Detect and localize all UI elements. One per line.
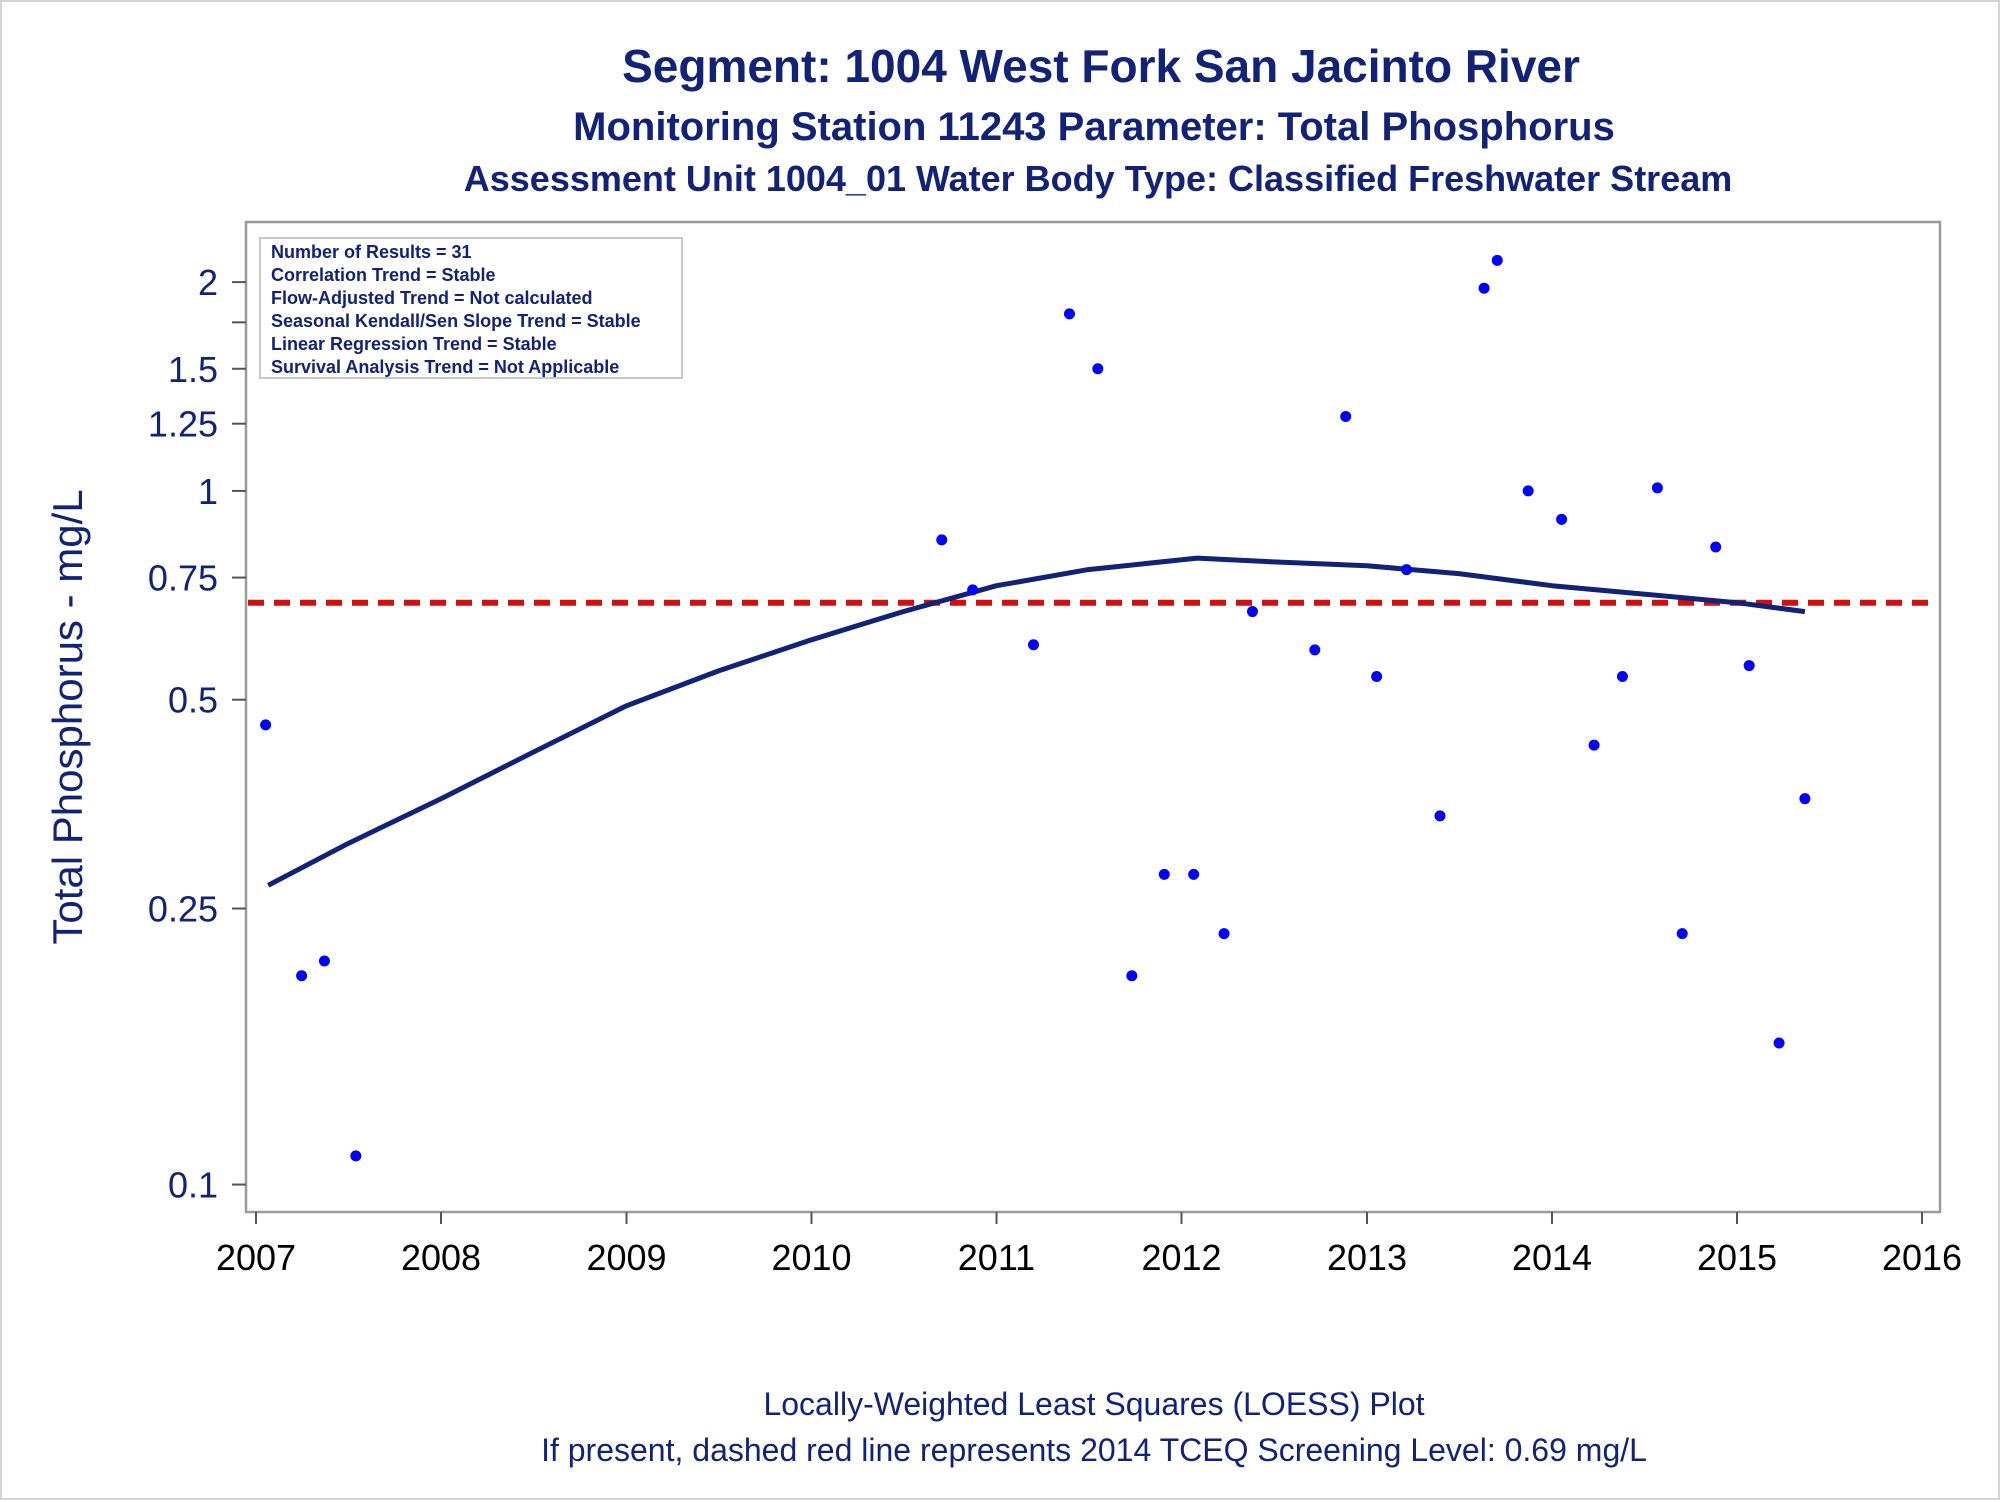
data-point: [1478, 282, 1490, 294]
data-point: [1651, 482, 1663, 494]
y-tick-label: 2: [198, 262, 218, 303]
y-axis: 0.1 0.25 0.5 0.75 1 1.25 1.5 2: [148, 262, 246, 1206]
y-tick-label: 0.1: [168, 1165, 218, 1206]
stats-box: Number of Results = 31 Correlation Trend…: [259, 237, 683, 379]
data-point: [1158, 868, 1170, 880]
stats-line: Flow-Adjusted Trend = Not calculated: [271, 288, 593, 308]
data-point: [1371, 671, 1383, 683]
x-axis: 2007 2008 2009 2010 2011 2012 2013 2014 2015 2016: [216, 1212, 1962, 1278]
footer-line-1: Locally-Weighted Least Squares (LOESS) P…: [763, 1386, 1424, 1422]
data-point: [1063, 308, 1075, 320]
stats-line: Number of Results = 31: [271, 242, 472, 262]
data-point: [260, 719, 272, 731]
data-point: [1743, 660, 1755, 672]
data-point: [1588, 739, 1600, 751]
data-point: [350, 1150, 362, 1162]
y-tick-label: 1.5: [168, 349, 218, 390]
data-point: [1309, 644, 1321, 656]
footer-line-2: If present, dashed red line represents 2…: [541, 1432, 1647, 1468]
y-tick-label: 0.75: [148, 558, 218, 599]
stats-line: Survival Analysis Trend = Not Applicable: [271, 357, 619, 377]
y-tick-label: 0.25: [148, 889, 218, 930]
data-point: [1616, 671, 1628, 683]
stats-box-border: [259, 237, 683, 379]
x-tick-label: 2007: [216, 1237, 296, 1278]
data-point: [1340, 411, 1352, 423]
x-tick-label: 2009: [586, 1237, 666, 1278]
data-point: [1028, 639, 1040, 651]
x-tick-label: 2011: [958, 1237, 1035, 1278]
data-point: [1556, 513, 1568, 525]
stats-line: Seasonal Kendall/Sen Slope Trend = Stabl…: [271, 311, 641, 331]
data-point: [1710, 541, 1722, 553]
y-axis-label: Total Phosphorus - mg/L: [44, 489, 91, 944]
x-tick-label: 2013: [1327, 1237, 1407, 1278]
chart-subtitle: Monitoring Station 11243 Parameter: Tota…: [573, 105, 1615, 149]
stats-line: Linear Regression Trend = Stable: [271, 334, 557, 354]
data-point: [1676, 928, 1688, 940]
x-tick-label: 2016: [1882, 1237, 1962, 1278]
chart-subtitle-2: Assessment Unit 1004_01 Water Body Type:…: [464, 158, 1733, 199]
stats-line: Correlation Trend = Stable: [271, 265, 496, 285]
data-point: [1126, 970, 1138, 982]
y-tick-label: 0.5: [168, 680, 218, 721]
data-point: [1491, 254, 1503, 266]
x-tick-label: 2010: [771, 1237, 851, 1278]
x-tick-label: 2014: [1512, 1237, 1592, 1278]
data-point: [1773, 1037, 1785, 1049]
data-point: [967, 584, 979, 596]
data-point: [296, 970, 308, 982]
data-point: [1218, 928, 1230, 940]
data-point: [318, 955, 330, 967]
data-point: [1434, 810, 1446, 822]
chart-title: Segment: 1004 West Fork San Jacinto Rive…: [622, 40, 1580, 92]
x-tick-label: 2015: [1697, 1237, 1777, 1278]
chart-marks: [248, 254, 1938, 1162]
loess-line: [267, 555, 1806, 888]
data-point: [1522, 485, 1534, 497]
x-tick-label: 2008: [401, 1237, 481, 1278]
y-tick-label: 1.25: [148, 404, 218, 445]
data-point: [936, 534, 948, 546]
data-point: [1188, 868, 1200, 880]
x-tick-label: 2012: [1141, 1237, 1221, 1278]
data-point: [1246, 606, 1258, 618]
plot-area: [244, 220, 1942, 1214]
y-tick-label: 1: [198, 471, 218, 512]
data-point: [1401, 564, 1413, 576]
data-point: [1092, 363, 1104, 375]
data-point: [1799, 793, 1811, 805]
